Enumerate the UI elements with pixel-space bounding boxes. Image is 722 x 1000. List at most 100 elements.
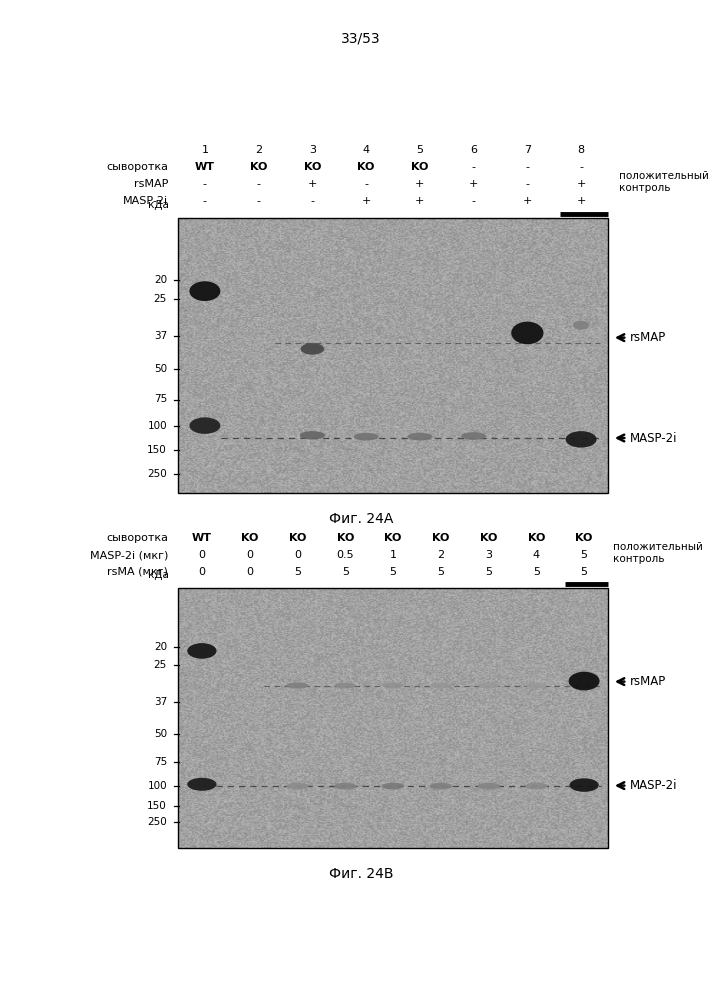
Ellipse shape xyxy=(382,683,404,688)
Text: 50: 50 xyxy=(154,364,167,374)
Ellipse shape xyxy=(526,683,547,688)
Text: 33/53: 33/53 xyxy=(342,31,380,45)
Text: KO: KO xyxy=(412,162,429,172)
Ellipse shape xyxy=(569,672,599,690)
Ellipse shape xyxy=(565,431,596,448)
Text: 0: 0 xyxy=(246,550,253,560)
Text: KO: KO xyxy=(480,533,497,543)
Text: 75: 75 xyxy=(154,394,167,404)
Text: 100: 100 xyxy=(147,421,167,431)
Text: Фиг. 24B: Фиг. 24B xyxy=(329,867,393,881)
Text: -: - xyxy=(256,196,261,206)
Text: WT: WT xyxy=(192,533,212,543)
Text: +: + xyxy=(362,196,371,206)
Text: 2: 2 xyxy=(255,145,262,155)
Text: 5: 5 xyxy=(294,567,301,577)
Ellipse shape xyxy=(286,783,308,790)
Ellipse shape xyxy=(189,281,220,301)
Ellipse shape xyxy=(382,783,404,790)
Text: положительный
контроль: положительный контроль xyxy=(619,171,708,193)
Text: 75: 75 xyxy=(154,757,167,767)
Text: 3: 3 xyxy=(309,145,316,155)
Ellipse shape xyxy=(525,783,547,790)
Ellipse shape xyxy=(430,783,452,790)
Text: KO: KO xyxy=(432,533,450,543)
Text: MASP-2i: MASP-2i xyxy=(123,196,168,206)
Ellipse shape xyxy=(334,683,356,688)
Text: 37: 37 xyxy=(154,697,167,707)
Text: 250: 250 xyxy=(147,817,167,827)
Text: KO: KO xyxy=(250,162,267,172)
Text: -: - xyxy=(364,179,368,189)
Text: +: + xyxy=(469,179,478,189)
Text: KO: KO xyxy=(289,533,306,543)
Text: -: - xyxy=(471,162,476,172)
Text: 6: 6 xyxy=(470,145,477,155)
Text: 4: 4 xyxy=(533,550,540,560)
Text: rsMAP: rsMAP xyxy=(617,675,666,688)
Text: 0: 0 xyxy=(199,550,205,560)
Text: -: - xyxy=(310,196,314,206)
Text: +: + xyxy=(576,196,586,206)
Text: 150: 150 xyxy=(147,445,167,455)
Ellipse shape xyxy=(461,432,486,440)
Bar xyxy=(178,218,608,493)
Text: +: + xyxy=(415,179,425,189)
Ellipse shape xyxy=(477,783,500,790)
Ellipse shape xyxy=(189,417,220,434)
Ellipse shape xyxy=(354,433,378,440)
Text: 1: 1 xyxy=(389,550,396,560)
Text: -: - xyxy=(579,162,583,172)
Text: -: - xyxy=(256,179,261,189)
Text: 20: 20 xyxy=(154,275,167,285)
Ellipse shape xyxy=(478,683,500,688)
Text: 0: 0 xyxy=(246,567,253,577)
Text: -: - xyxy=(471,196,476,206)
Text: KO: KO xyxy=(575,533,593,543)
Text: MASP-2i: MASP-2i xyxy=(617,432,677,444)
Text: KO: KO xyxy=(357,162,375,172)
Ellipse shape xyxy=(300,431,325,439)
Text: KO: KO xyxy=(384,533,401,543)
Text: кДа: кДа xyxy=(147,570,168,580)
Text: -: - xyxy=(526,179,529,189)
Text: KO: KO xyxy=(304,162,321,172)
Text: 5: 5 xyxy=(485,567,492,577)
Text: +: + xyxy=(415,196,425,206)
Text: 0: 0 xyxy=(199,567,205,577)
Text: положительный
контроль: положительный контроль xyxy=(613,542,703,564)
Text: MASP-2i (мкг): MASP-2i (мкг) xyxy=(90,550,168,560)
Text: 3: 3 xyxy=(485,550,492,560)
Ellipse shape xyxy=(511,322,544,344)
Text: KO: KO xyxy=(241,533,258,543)
Text: 5: 5 xyxy=(580,550,588,560)
Text: 20: 20 xyxy=(154,642,167,652)
Text: 0.5: 0.5 xyxy=(336,550,354,560)
Text: Фиг. 24А: Фиг. 24А xyxy=(329,512,393,526)
Text: WT: WT xyxy=(195,162,215,172)
Text: 5: 5 xyxy=(417,145,423,155)
Ellipse shape xyxy=(570,778,599,792)
Text: сыворотка: сыворотка xyxy=(106,533,168,543)
Text: 5: 5 xyxy=(580,567,588,577)
Ellipse shape xyxy=(286,682,308,689)
Ellipse shape xyxy=(334,783,357,790)
Text: 25: 25 xyxy=(154,294,167,304)
Text: 100: 100 xyxy=(147,781,167,791)
Text: KO: KO xyxy=(336,533,354,543)
Text: rsMAP: rsMAP xyxy=(134,179,168,189)
Text: 1: 1 xyxy=(201,145,209,155)
Ellipse shape xyxy=(187,643,217,659)
Text: 5: 5 xyxy=(438,567,444,577)
Text: +: + xyxy=(523,196,532,206)
Text: 7: 7 xyxy=(524,145,531,155)
Text: 5: 5 xyxy=(342,567,349,577)
Ellipse shape xyxy=(573,321,589,330)
Text: 5: 5 xyxy=(533,567,540,577)
Ellipse shape xyxy=(407,433,432,440)
Text: -: - xyxy=(203,179,207,189)
Text: 250: 250 xyxy=(147,469,167,479)
Ellipse shape xyxy=(300,343,324,355)
Text: MASP-2i: MASP-2i xyxy=(617,779,677,792)
Text: 25: 25 xyxy=(154,660,167,670)
